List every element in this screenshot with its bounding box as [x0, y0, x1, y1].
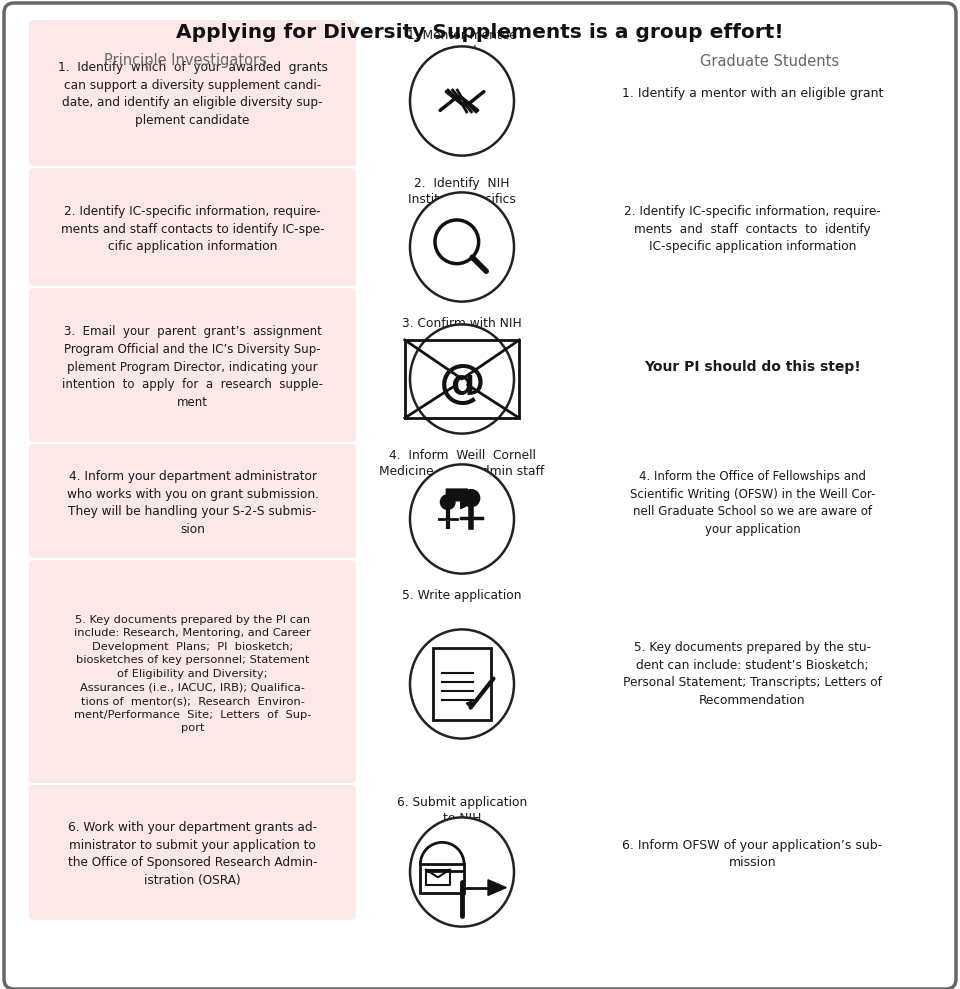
- Circle shape: [441, 494, 455, 509]
- Text: 5. Key documents prepared by the stu-
dent can include: student’s Biosketch;
Per: 5. Key documents prepared by the stu- de…: [623, 641, 882, 707]
- Polygon shape: [488, 880, 506, 895]
- Circle shape: [463, 490, 480, 506]
- Ellipse shape: [410, 324, 514, 433]
- Ellipse shape: [410, 465, 514, 574]
- Text: 2. Identify IC-specific information, require-
ments  and  staff  contacts  to  i: 2. Identify IC-specific information, req…: [624, 205, 881, 253]
- FancyBboxPatch shape: [4, 3, 956, 989]
- Text: 3. Confirm with NIH: 3. Confirm with NIH: [402, 317, 522, 330]
- Text: 4. Inform your department administrator
who works with you on grant submission.
: 4. Inform your department administrator …: [66, 470, 319, 536]
- Text: Your PI should do this step!: Your PI should do this step!: [644, 360, 861, 374]
- Text: 5. Key documents prepared by the PI can
include: Research, Mentoring, and Career: 5. Key documents prepared by the PI can …: [74, 614, 311, 734]
- FancyBboxPatch shape: [29, 785, 356, 920]
- Polygon shape: [461, 500, 466, 508]
- FancyBboxPatch shape: [446, 489, 468, 500]
- Text: 1.  Identify  which  of  your  awarded  grants
can support a diversity supplemen: 1. Identify which of your awarded grants…: [58, 61, 327, 127]
- Text: 4.  Inform  Weill  Cornell
Medicine grant admin staff: 4. Inform Weill Cornell Medicine grant a…: [379, 449, 544, 478]
- FancyBboxPatch shape: [29, 168, 356, 286]
- Text: 6. Work with your department grants ad-
ministrator to submit your application t: 6. Work with your department grants ad- …: [68, 821, 317, 887]
- Text: 1. Identify a mentor with an eligible grant: 1. Identify a mentor with an eligible gr…: [622, 87, 883, 101]
- Text: 5. Write application: 5. Write application: [402, 589, 521, 602]
- FancyBboxPatch shape: [29, 444, 356, 558]
- Text: @: @: [439, 362, 486, 407]
- Text: 3.  Email  your  parent  grant’s  assignment
Program Official and the IC’s Diver: 3. Email your parent grant’s assignment …: [62, 325, 323, 408]
- Text: Principle Investigators: Principle Investigators: [104, 53, 267, 68]
- Text: 2.  Identify  NIH
Institute specifics: 2. Identify NIH Institute specifics: [408, 177, 516, 206]
- Polygon shape: [467, 701, 472, 708]
- FancyBboxPatch shape: [29, 20, 356, 166]
- Text: 1. Mentor-mentee
match: 1. Mentor-mentee match: [407, 29, 516, 58]
- FancyBboxPatch shape: [29, 288, 356, 442]
- Ellipse shape: [410, 46, 514, 155]
- Text: 2. Identify IC-specific information, require-
ments and staff contacts to identi: 2. Identify IC-specific information, req…: [60, 205, 324, 253]
- Ellipse shape: [410, 817, 514, 927]
- Text: Graduate Students: Graduate Students: [701, 53, 840, 68]
- Text: Applying for Diversity Supplements is a group effort!: Applying for Diversity Supplements is a …: [177, 23, 783, 42]
- FancyBboxPatch shape: [29, 560, 356, 783]
- Text: 6. Submit application
to NIH: 6. Submit application to NIH: [396, 796, 527, 825]
- Text: 4. Inform the Office of Fellowships and
Scientific Writing (OFSW) in the Weill C: 4. Inform the Office of Fellowships and …: [630, 470, 876, 536]
- Text: 6. Inform OFSW of your application’s sub-
mission: 6. Inform OFSW of your application’s sub…: [622, 839, 882, 869]
- Ellipse shape: [410, 193, 514, 302]
- Ellipse shape: [410, 629, 514, 739]
